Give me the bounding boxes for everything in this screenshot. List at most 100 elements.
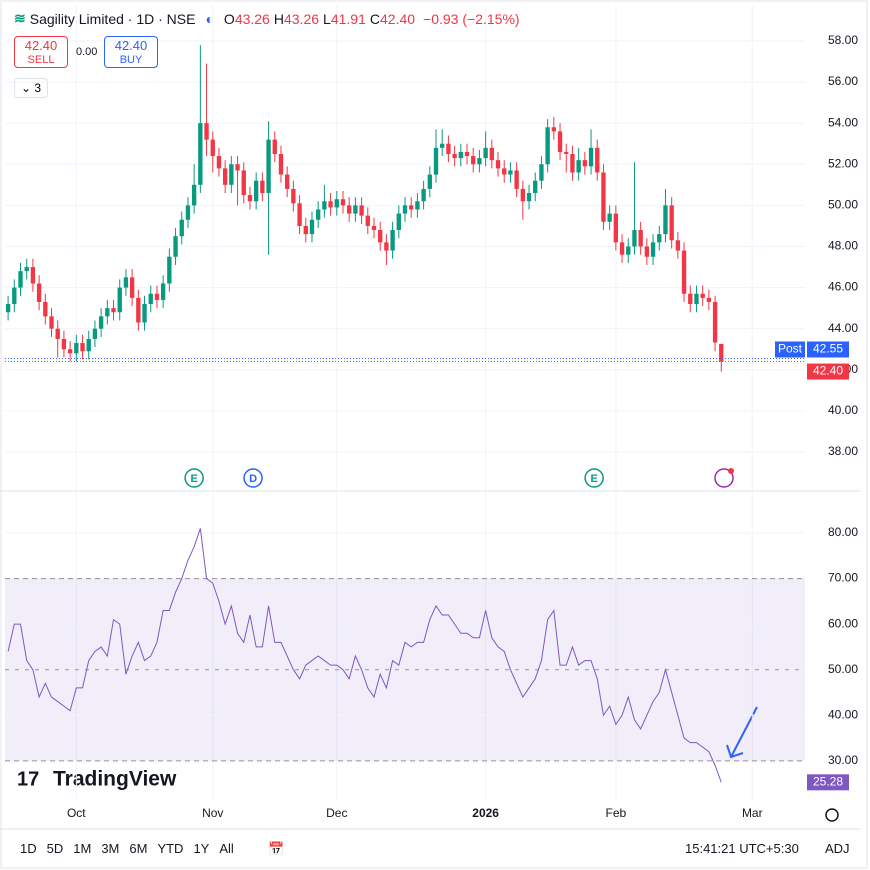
ohlc-key: C (369, 10, 380, 27)
candle-body (241, 170, 246, 196)
x-tick-label: 2026 (472, 806, 499, 820)
candle-body (185, 205, 191, 220)
candle-body (260, 180, 265, 194)
event-marker[interactable] (243, 468, 263, 488)
candle-body (5, 304, 11, 313)
candle-body (669, 205, 674, 241)
y-tick-label: 46.00 (828, 280, 858, 294)
candle-body (154, 293, 160, 300)
range-button[interactable]: YTD (157, 841, 184, 856)
y-tick-label: 38.00 (828, 444, 858, 458)
range-button[interactable]: 1Y (193, 841, 210, 856)
event-label: D (249, 473, 257, 485)
candle-body (694, 293, 699, 305)
candle-body (446, 143, 451, 154)
candle-body (526, 193, 532, 202)
candle-body (483, 147, 488, 159)
candle-body (427, 174, 432, 189)
candle-body (582, 160, 588, 167)
buy-label: BUY (119, 54, 143, 66)
y-tick-label: 54.00 (828, 115, 858, 129)
candle-body (359, 205, 364, 216)
y-tick-label: 70.00 (828, 571, 858, 585)
range-bar: 1D 5D 1M 3M 6M YTD 1Y All (20, 841, 234, 856)
candle-body (278, 153, 284, 175)
adj-toggle[interactable]: ADJ (825, 841, 850, 856)
candle-body (136, 297, 141, 323)
candle-body (80, 343, 85, 352)
y-tick-label: 50.00 (828, 198, 858, 212)
buy-button[interactable]: 42.40 BUY (104, 36, 158, 68)
candle-body (365, 215, 370, 226)
candle-body (272, 139, 277, 154)
candle-body (285, 174, 290, 189)
event-marker[interactable] (184, 468, 204, 488)
candle-body (452, 153, 457, 159)
date-range-icon[interactable]: 📅 (268, 841, 285, 856)
candle-body (297, 203, 302, 226)
candle-body (440, 143, 445, 148)
range-button[interactable]: 6M (129, 841, 148, 856)
symbol-icon: ≋ (14, 10, 26, 26)
candle-body (198, 123, 203, 185)
candle-body (545, 127, 550, 165)
y-tick-label: 44.00 (828, 321, 858, 335)
range-button[interactable]: 3M (101, 841, 120, 856)
rsi-tag (807, 774, 849, 791)
candle-body (613, 213, 619, 243)
candle-body (402, 205, 408, 214)
sell-label: SELL (27, 54, 55, 66)
drawing-arrow-head[interactable] (726, 744, 744, 759)
range-button[interactable]: 1D (20, 841, 37, 856)
y-tick-label: 80.00 (828, 525, 858, 539)
candle-body (675, 240, 681, 251)
y-tick-label: 40.00 (828, 707, 858, 721)
legend: ≋ Sagility Limited · 1D · NSE ◐ O43.26 H4… (14, 10, 520, 27)
candle-body (12, 287, 17, 305)
candle-body (328, 201, 333, 208)
candle-body (98, 316, 104, 329)
ohlc-key: L (323, 10, 331, 27)
range-button[interactable]: 5D (46, 841, 64, 856)
candle-body (576, 160, 581, 173)
settings-icon[interactable] (825, 808, 839, 822)
candle-body (706, 297, 712, 302)
candle-body (235, 164, 240, 171)
candle-body (334, 199, 339, 208)
candle-body (632, 230, 637, 247)
candle-body (433, 147, 439, 175)
event-icon[interactable] (714, 468, 734, 488)
candle-body (179, 219, 184, 237)
price-tag (807, 341, 849, 358)
range-button[interactable]: All (219, 841, 234, 856)
candle-body (644, 246, 650, 257)
candle-body (210, 139, 215, 157)
candle-body (551, 127, 557, 132)
rsi-tag-label: 25.28 (813, 774, 843, 788)
range-button[interactable]: 1M (73, 841, 92, 856)
candle-body (160, 283, 166, 300)
indicators-toggle[interactable]: ⌄ 3 (14, 78, 49, 98)
y-tick-label: 60.00 (828, 616, 858, 630)
y-tick-label: 52.00 (828, 156, 858, 170)
candle-body (570, 153, 575, 173)
candle-body (148, 293, 153, 305)
candle-body (712, 301, 718, 343)
y-tick-label: 50.00 (828, 662, 858, 676)
y-tick-label: 40.00 (828, 403, 858, 417)
sell-button[interactable]: 42.40 SELL (14, 36, 68, 68)
clock: 15:41:21 UTC+5:30 (685, 841, 799, 856)
candle-body (681, 250, 687, 294)
candle-body (67, 349, 73, 354)
symbol-title[interactable]: Sagility Limited · 1D · NSE (29, 10, 196, 27)
candle-body (61, 338, 67, 350)
candle-body (105, 308, 110, 317)
price-tag-label: 42.40 (813, 364, 843, 378)
candle-body (378, 230, 383, 243)
event-marker[interactable] (584, 468, 604, 488)
ohlc-key: O (223, 10, 235, 27)
candle-body (291, 188, 296, 204)
candle-body (316, 209, 321, 220)
